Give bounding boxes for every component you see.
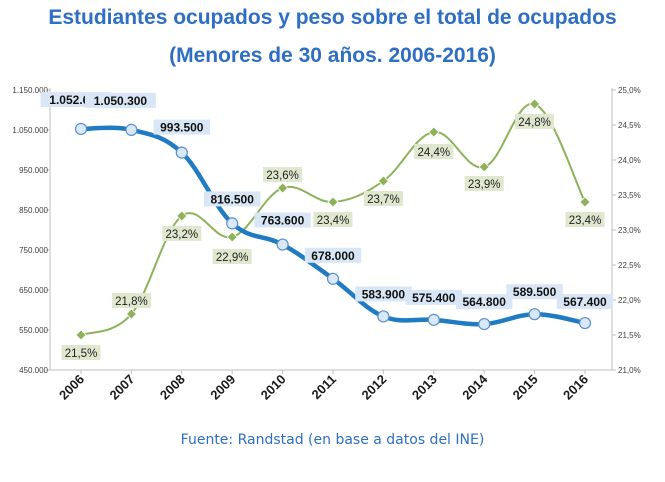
share-data-label: 23,9% xyxy=(468,179,501,191)
share-data-label: 23,4% xyxy=(317,215,350,227)
share-label-bg xyxy=(162,226,202,241)
students-label-bg xyxy=(254,212,311,228)
students-point xyxy=(175,146,188,159)
chart-title: Estudiantes ocupados y peso sobre el tot… xyxy=(48,6,617,29)
chart-source: Fuente: Randstad (en base a datos del IN… xyxy=(180,432,485,448)
right-axis-tick-label: 24,5% xyxy=(618,121,641,130)
students-label-bg xyxy=(355,286,412,302)
share-label-bg xyxy=(212,249,252,264)
students-point xyxy=(125,123,138,136)
share-label-bg xyxy=(515,114,555,129)
share-data-label: 23,4% xyxy=(569,215,602,227)
right-axis-tick-label: 23,5% xyxy=(618,191,641,200)
share-label-bg xyxy=(313,212,353,227)
share-point xyxy=(75,329,87,341)
students-point xyxy=(528,308,541,321)
students-label-bg xyxy=(405,289,462,305)
x-axis-tick-label: 2016 xyxy=(560,372,591,403)
left-axis-tick-label: 450.000 xyxy=(19,366,48,375)
left-axis-tick-label: 750.000 xyxy=(19,246,48,255)
x-axis-tick-label: 2012 xyxy=(358,372,389,403)
x-axis-tick-label: 2011 xyxy=(309,372,340,403)
share-label-bg xyxy=(263,167,303,182)
students-point xyxy=(226,217,239,230)
students-point xyxy=(276,238,289,251)
students-point xyxy=(326,272,340,285)
left-axis-tick-label: 550.000 xyxy=(19,326,48,335)
x-axis-tick-label: 2010 xyxy=(258,372,289,403)
share-point xyxy=(277,182,289,194)
share-label-bg xyxy=(414,144,454,159)
right-axis-tick-label: 22,0% xyxy=(618,296,641,305)
x-axis-tick-label: 2008 xyxy=(157,372,188,403)
students-label-bg xyxy=(304,247,362,263)
students-point xyxy=(427,313,440,326)
students-data-label: 564.800 xyxy=(463,295,507,309)
students-data-label: 567.400 xyxy=(563,295,607,309)
x-axis-tick-label: 2009 xyxy=(207,372,238,403)
students-data-label: 816.500 xyxy=(211,192,255,206)
chart-subtitle: (Menores de 30 años. 2006-2016) xyxy=(169,44,496,67)
share-point xyxy=(579,196,591,208)
left-axis-tick-label: 850.000 xyxy=(19,206,48,215)
students-data-label: 583.900 xyxy=(362,287,406,301)
students-data-label: 1.050.300 xyxy=(94,94,148,108)
students-label-bg xyxy=(153,119,210,135)
left-axis-tick-label: 1.150.000 xyxy=(12,86,48,95)
x-axis-tick-label: 2015 xyxy=(510,372,541,403)
right-axis-tick-label: 23,0% xyxy=(618,226,641,235)
share-point xyxy=(529,98,541,110)
students-point xyxy=(478,317,491,331)
share-label-bg xyxy=(111,293,151,308)
share-data-label: 24,4% xyxy=(417,147,450,159)
students-point xyxy=(377,310,390,323)
right-axis-tick-label: 22,5% xyxy=(618,261,641,270)
students-label-bg xyxy=(506,284,563,300)
share-data-label: 24,8% xyxy=(518,117,551,129)
share-data-label: 23,7% xyxy=(367,194,400,206)
x-axis-tick-label: 2014 xyxy=(459,371,491,403)
students-point xyxy=(578,316,592,330)
share-point xyxy=(478,161,490,173)
students-label-bg xyxy=(85,92,156,108)
right-axis-tick-label: 21,5% xyxy=(618,331,641,340)
share-data-label: 23,6% xyxy=(266,170,299,182)
share-point xyxy=(176,210,188,222)
share-data-label: 23,2% xyxy=(165,229,198,241)
share-label-bg xyxy=(565,212,605,227)
students-data-label: 589.500 xyxy=(513,285,557,299)
x-axis-tick-label: 2013 xyxy=(409,372,440,403)
share-label-bg xyxy=(61,345,101,360)
share-data-label: 21,8% xyxy=(115,296,148,308)
right-axis-tick-label: 24,0% xyxy=(618,156,641,165)
share-data-label: 21,5% xyxy=(65,348,98,360)
left-axis-tick-label: 1.050.000 xyxy=(12,126,48,135)
students-data-label: 575.400 xyxy=(412,291,456,305)
share-point xyxy=(377,175,389,187)
students-data-label: 993.500 xyxy=(160,121,204,135)
share-data-label: 22,9% xyxy=(216,252,249,264)
share-label-bg xyxy=(363,191,403,206)
share-point xyxy=(327,196,339,208)
left-axis-tick-label: 950.000 xyxy=(19,166,48,175)
share-point xyxy=(226,231,238,243)
share-label-bg xyxy=(464,176,504,191)
x-axis-tick-label: 2007 xyxy=(106,372,137,403)
students-label-bg xyxy=(204,191,261,207)
students-data-label: 763.600 xyxy=(261,214,305,228)
share-point xyxy=(125,308,137,320)
right-axis-tick-label: 21,0% xyxy=(618,366,641,375)
students-label-bg xyxy=(456,294,513,310)
x-axis-tick-label: 2006 xyxy=(56,372,87,403)
right-axis-tick-label: 25,0% xyxy=(618,86,641,95)
students-label-bg xyxy=(556,294,614,310)
students-point xyxy=(74,122,88,136)
students-data-label: 678.000 xyxy=(311,249,355,263)
share-point xyxy=(428,126,440,138)
left-axis-tick-label: 650.000 xyxy=(19,286,48,295)
